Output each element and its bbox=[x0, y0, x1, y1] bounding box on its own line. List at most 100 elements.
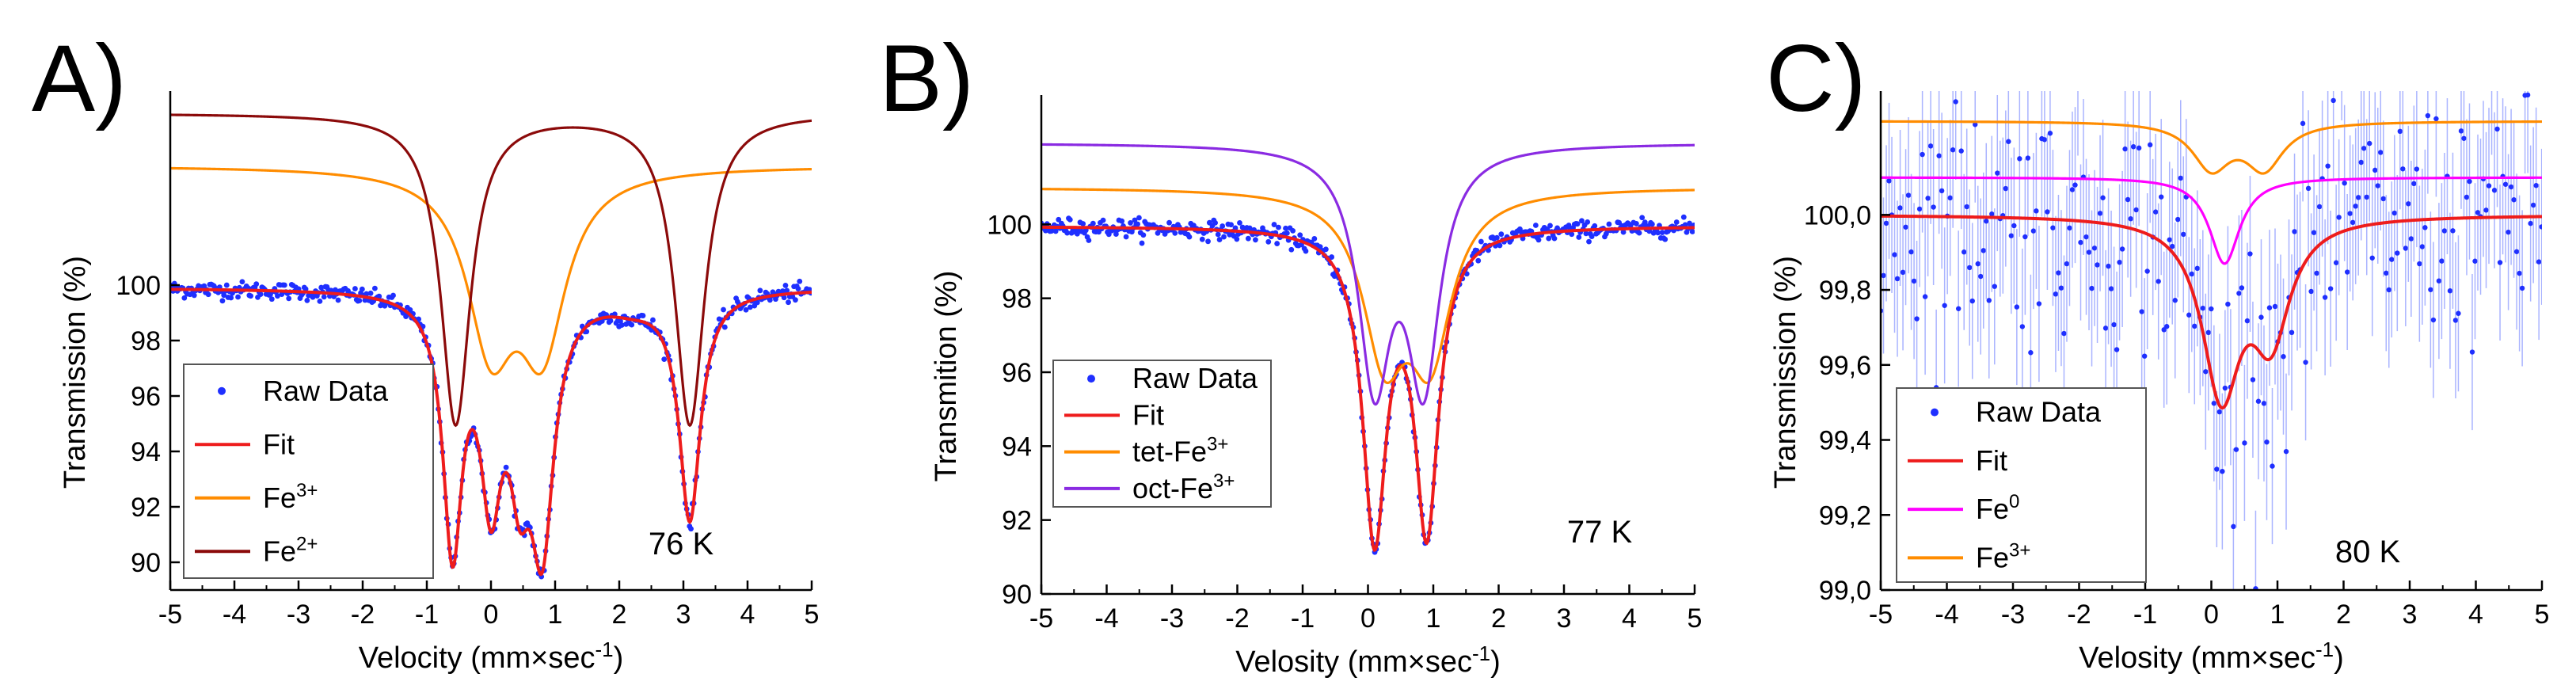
data-point bbox=[2141, 353, 2148, 359]
data-point bbox=[2144, 268, 2150, 274]
data-point bbox=[1655, 230, 1661, 236]
data-point bbox=[2236, 291, 2242, 296]
data-point bbox=[1659, 230, 1665, 235]
x-axis-label: Velosity (mm×sec-1) bbox=[2079, 638, 2344, 675]
data-point bbox=[367, 290, 374, 296]
y-tick-label: 96 bbox=[1002, 358, 1032, 388]
panel-label: A) bbox=[32, 25, 127, 131]
data-point bbox=[2152, 209, 2159, 215]
legend-marker bbox=[1931, 408, 1939, 417]
data-point bbox=[2489, 74, 2494, 79]
data-point bbox=[2513, 249, 2520, 254]
data-point bbox=[371, 285, 378, 291]
data-point bbox=[2086, 249, 2092, 255]
x-tick-label: -3 bbox=[2001, 600, 2025, 630]
data-point bbox=[335, 297, 341, 303]
y-tick-label: 98 bbox=[131, 326, 161, 356]
data-point bbox=[2106, 263, 2111, 269]
data-point bbox=[2172, 298, 2178, 303]
data-point bbox=[1212, 219, 1219, 226]
data-point bbox=[2386, 287, 2391, 293]
data-point bbox=[2469, 349, 2475, 355]
data-point bbox=[2194, 265, 2200, 272]
data-point bbox=[321, 294, 327, 300]
data-point bbox=[1897, 205, 1903, 211]
data-point bbox=[2494, 126, 2500, 132]
data-point bbox=[1953, 99, 1958, 105]
data-point bbox=[205, 291, 211, 298]
data-point bbox=[1986, 298, 1992, 303]
data-point bbox=[2331, 97, 2336, 104]
x-tick-label: 5 bbox=[805, 600, 820, 630]
data-point bbox=[2456, 310, 2461, 316]
data-point bbox=[2050, 225, 2056, 230]
data-point bbox=[1064, 230, 1071, 236]
data-point bbox=[1914, 316, 1920, 322]
data-point bbox=[2467, 178, 2472, 185]
data-point bbox=[2233, 447, 2239, 452]
data-point bbox=[257, 291, 264, 297]
x-tick-label: 4 bbox=[740, 600, 755, 630]
data-point bbox=[2428, 287, 2433, 292]
data-point bbox=[2502, 181, 2509, 187]
data-point bbox=[1579, 218, 1585, 224]
data-point bbox=[1290, 227, 1296, 234]
data-point bbox=[2400, 166, 2406, 172]
x-tick-label: 3 bbox=[1557, 603, 1572, 634]
x-tick-label: 2 bbox=[2336, 600, 2351, 630]
data-point bbox=[1900, 269, 1906, 276]
data-point bbox=[2164, 324, 2170, 329]
data-point bbox=[2203, 369, 2209, 375]
data-point bbox=[1939, 188, 1945, 194]
data-point bbox=[1166, 219, 1172, 226]
series-line-fe2 bbox=[170, 113, 812, 428]
data-point bbox=[219, 298, 226, 304]
legend-box bbox=[1896, 387, 2147, 583]
legend-label: Fe3+ bbox=[1976, 539, 2030, 573]
data-point bbox=[2036, 301, 2042, 306]
data-point bbox=[1642, 219, 1648, 226]
data-point bbox=[1969, 298, 1975, 304]
legend-box bbox=[1052, 360, 1272, 508]
panel-label: B) bbox=[879, 25, 974, 131]
y-axis-label: Transmission (%) bbox=[1769, 256, 1802, 489]
data-point bbox=[1905, 192, 1912, 198]
data-point bbox=[1955, 306, 1961, 311]
data-point bbox=[661, 356, 668, 363]
data-point bbox=[1883, 220, 1889, 226]
data-point bbox=[2308, 288, 2314, 295]
data-point bbox=[1493, 234, 1500, 241]
data-point bbox=[1947, 195, 1953, 201]
series-line-fit bbox=[1881, 214, 2542, 410]
data-point bbox=[1232, 225, 1239, 231]
data-point bbox=[2325, 163, 2331, 169]
chart-panel-0: -5 -4 -3 -2 -1 0 1 2 3 4 5 90 92 94 96 98 100 Velocity (m… bbox=[32, 25, 819, 675]
data-point bbox=[1922, 294, 1928, 299]
data-point bbox=[1662, 236, 1669, 242]
x-tick-label: 3 bbox=[2403, 600, 2418, 630]
data-point bbox=[721, 306, 726, 313]
data-point bbox=[2378, 150, 2384, 155]
data-point bbox=[1989, 211, 1995, 217]
legend-label: Raw Data bbox=[263, 375, 389, 407]
data-point bbox=[2242, 440, 2247, 446]
data-point bbox=[2022, 234, 2028, 240]
data-point bbox=[2244, 318, 2251, 324]
data-point bbox=[1936, 153, 1942, 158]
data-point bbox=[1237, 219, 1242, 226]
data-point bbox=[1199, 236, 1205, 242]
data-point bbox=[304, 297, 310, 303]
data-point bbox=[2117, 259, 2122, 265]
data-point bbox=[1265, 238, 1272, 245]
data-point bbox=[2108, 286, 2114, 291]
data-point bbox=[1682, 222, 1688, 228]
x-tick-label: -5 bbox=[1869, 600, 1893, 630]
data-point bbox=[1123, 234, 1129, 240]
data-point bbox=[1585, 219, 1591, 225]
data-point bbox=[650, 317, 656, 323]
data-point bbox=[1981, 248, 1986, 253]
x-tick-label: -1 bbox=[2133, 600, 2157, 630]
data-point bbox=[793, 297, 798, 303]
data-point bbox=[1649, 221, 1655, 227]
data-point bbox=[2530, 202, 2536, 208]
